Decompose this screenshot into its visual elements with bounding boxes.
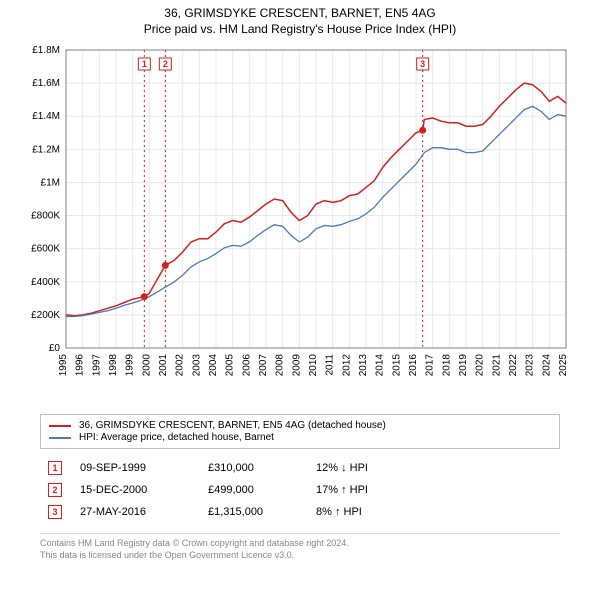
x-tick-label: 2023 <box>525 354 536 377</box>
y-tick-label: £400K <box>31 277 60 288</box>
x-tick-label: 2021 <box>491 354 502 377</box>
x-tick-label: 1997 <box>91 354 102 377</box>
legend-item: HPI: Average price, detached house, Barn… <box>49 432 551 443</box>
y-tick-label: £1.2M <box>32 144 60 155</box>
table-row: 3 27-MAY-2016 £1,315,000 8% ↑ HPI <box>40 501 560 523</box>
x-tick-label: 1996 <box>75 354 86 377</box>
price-chart: £0 £200K £400K £600K £800K £1M £1.2M £1.4M £1.6M… <box>20 44 580 408</box>
transaction-delta: 12% ↓ HPI <box>316 462 416 474</box>
y-tick-label: £1M <box>41 177 60 188</box>
chart-footer: Contains HM Land Registry data © Crown c… <box>40 533 560 561</box>
marker-number: 2 <box>163 59 168 69</box>
x-tick-label: 2007 <box>258 354 269 377</box>
x-tick-label: 2017 <box>425 354 436 377</box>
x-tick-label: 2006 <box>241 354 252 377</box>
transaction-table: 1 09-SEP-1999 £310,000 12% ↓ HPI 2 15-DEC-200… <box>40 457 560 523</box>
x-tick-label: 2004 <box>208 354 219 377</box>
marker-dot <box>419 127 426 134</box>
transaction-price: £1,315,000 <box>208 506 298 518</box>
footer-line2: This data is licensed under the Open Gov… <box>40 550 560 562</box>
y-tick-label: £600K <box>31 244 60 255</box>
transaction-marker: 3 <box>48 505 62 519</box>
x-tick-label: 2010 <box>308 354 319 377</box>
transaction-date: 09-SEP-1999 <box>80 462 190 474</box>
footer-line1: Contains HM Land Registry data © Crown c… <box>40 538 560 550</box>
marker-number: 3 <box>420 59 425 69</box>
chart-title-line2: Price paid vs. HM Land Registry's House … <box>0 22 600 36</box>
transaction-marker: 1 <box>48 461 62 475</box>
x-tick-label: 2025 <box>558 354 569 377</box>
y-tick-label: £1.6M <box>32 78 60 89</box>
table-row: 2 15-DEC-2000 £499,000 17% ↑ HPI <box>40 479 560 501</box>
x-tick-label: 2009 <box>291 354 302 377</box>
chart-svg: £0 £200K £400K £600K £800K £1M £1.2M £1.4M £1.6M… <box>20 44 580 408</box>
x-tick-label: 2019 <box>458 354 469 377</box>
chart-legend: 36, GRIMSDYKE CRESCENT, BARNET, EN5 4AG … <box>40 414 560 449</box>
x-tick-label: 2011 <box>325 354 336 376</box>
transaction-delta: 17% ↑ HPI <box>316 484 416 496</box>
transaction-delta: 8% ↑ HPI <box>316 506 416 518</box>
x-tick-label: 2003 <box>191 354 202 377</box>
transaction-price: £310,000 <box>208 462 298 474</box>
x-tick-label: 2008 <box>275 354 286 377</box>
x-tick-label: 2016 <box>408 354 419 377</box>
x-tick-label: 2012 <box>341 354 352 377</box>
transaction-date: 15-DEC-2000 <box>80 484 190 496</box>
transaction-date: 27-MAY-2016 <box>80 506 190 518</box>
x-tick-label: 1999 <box>125 354 136 377</box>
x-tick-label: 2001 <box>158 354 169 377</box>
x-tick-label: 1998 <box>108 354 119 377</box>
x-tick-label: 2002 <box>175 354 186 377</box>
x-tick-label: 2018 <box>441 354 452 377</box>
transaction-price: £499,000 <box>208 484 298 496</box>
x-tick-label: 1995 <box>58 354 69 377</box>
x-tick-label: 2020 <box>475 354 486 377</box>
x-tick-label: 2015 <box>391 354 402 377</box>
table-row: 1 09-SEP-1999 £310,000 12% ↓ HPI <box>40 457 560 479</box>
marker-dot <box>162 262 169 269</box>
x-tick-label: 2000 <box>141 354 152 377</box>
marker-dot <box>141 293 148 300</box>
y-tick-label: £1.4M <box>32 111 60 122</box>
legend-swatch <box>49 437 71 439</box>
chart-title-line1: 36, GRIMSDYKE CRESCENT, BARNET, EN5 4AG <box>0 6 600 20</box>
legend-label: 36, GRIMSDYKE CRESCENT, BARNET, EN5 4AG … <box>79 420 386 431</box>
x-tick-label: 2024 <box>541 354 552 377</box>
legend-label: HPI: Average price, detached house, Barn… <box>79 432 274 443</box>
legend-swatch <box>49 425 71 427</box>
y-tick-label: £1.8M <box>32 45 60 56</box>
marker-number: 1 <box>142 59 147 69</box>
x-tick-label: 2014 <box>375 354 386 377</box>
y-tick-label: £800K <box>31 211 60 222</box>
y-tick-label: £200K <box>31 310 60 321</box>
x-tick-label: 2022 <box>508 354 519 377</box>
y-tick-label: £0 <box>49 343 61 354</box>
legend-item: 36, GRIMSDYKE CRESCENT, BARNET, EN5 4AG … <box>49 420 551 431</box>
x-tick-label: 2013 <box>358 354 369 377</box>
chart-header: 36, GRIMSDYKE CRESCENT, BARNET, EN5 4AG … <box>0 0 600 38</box>
x-tick-label: 2005 <box>225 354 236 377</box>
transaction-marker: 2 <box>48 483 62 497</box>
